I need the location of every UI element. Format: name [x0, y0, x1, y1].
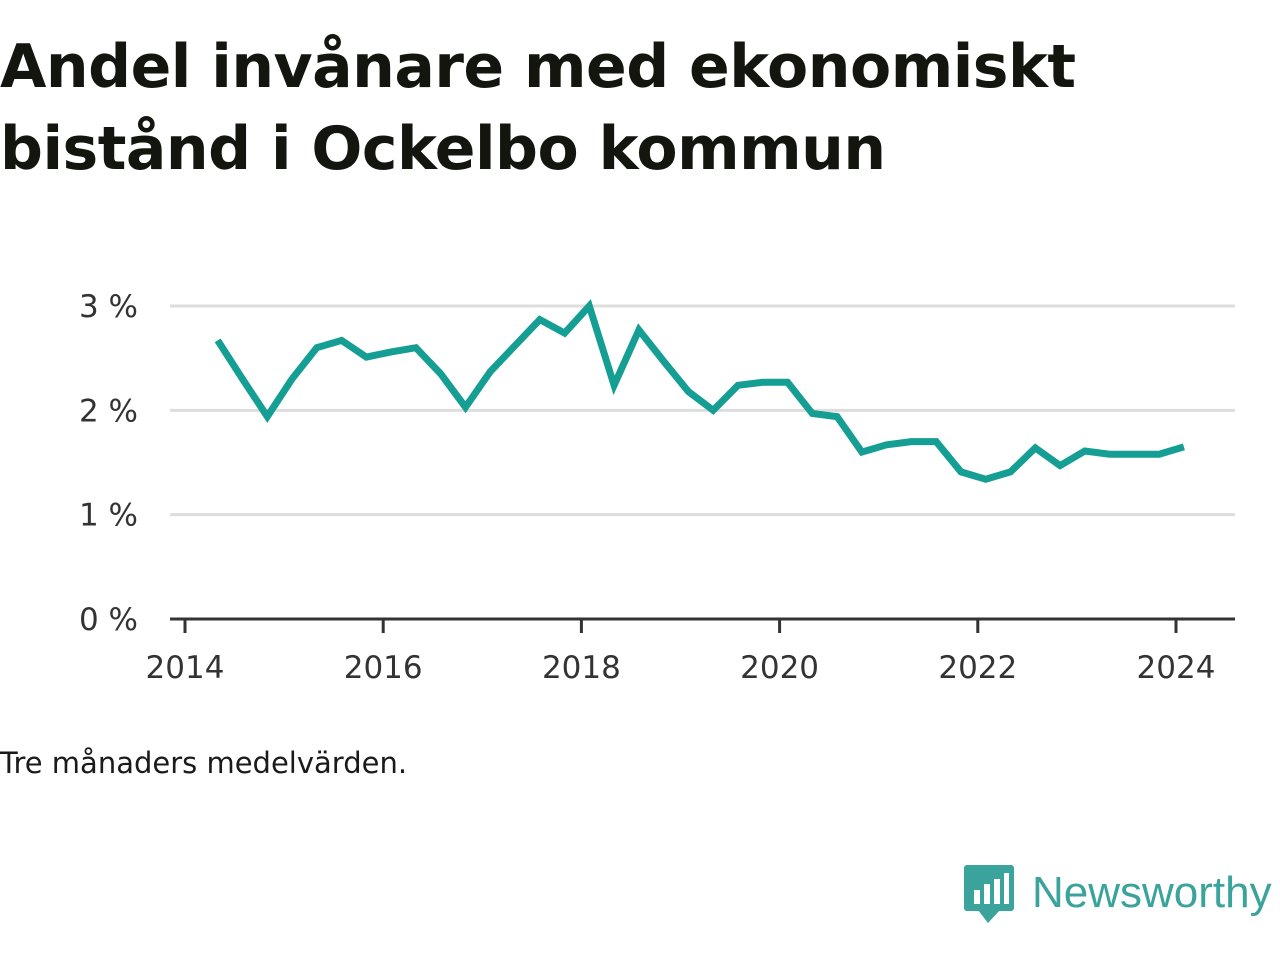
data-point: [366, 357, 367, 358]
data-point: [985, 479, 986, 480]
data-point: [614, 385, 615, 386]
data-point: [316, 347, 317, 348]
bar-chart-speech-bubble-icon: [964, 865, 1014, 923]
data-point: [861, 452, 862, 453]
x-tick-label: 2022: [938, 650, 1017, 686]
data-point: [638, 330, 639, 331]
y-tick-label: 1 %: [79, 498, 138, 534]
data-point: [515, 345, 516, 346]
data-point: [1159, 454, 1160, 455]
gridlines: [170, 304, 1235, 517]
data-point: [1010, 471, 1011, 472]
data-point: [961, 471, 962, 472]
x-tick-label: 2024: [1137, 650, 1216, 686]
y-tick-label: 0 %: [79, 602, 138, 638]
data-point: [564, 333, 565, 334]
data-point: [292, 379, 293, 380]
brand-logo: Newsworthy: [964, 862, 1272, 924]
data-point: [267, 416, 268, 417]
data-point: [217, 340, 218, 341]
data-point: [391, 351, 392, 352]
data-point: [936, 441, 937, 442]
x-tick-label: 2018: [542, 650, 621, 686]
data-point: [713, 410, 714, 411]
data-point: [812, 413, 813, 414]
data-point: [440, 373, 441, 374]
data-point: [415, 347, 416, 348]
y-axis-tick-labels: 0 % 1 % 2 % 3 %: [79, 289, 138, 638]
data-point: [490, 371, 491, 372]
data-point: [787, 382, 788, 383]
data-point: [465, 407, 466, 408]
data-point: [886, 444, 887, 445]
series-line: [214, 299, 1185, 483]
data-point: [911, 441, 912, 442]
y-tick-label: 3 %: [79, 289, 138, 325]
line-chart: 0 % 1 % 2 % 3 % 2014 2016 2018 2020 2022 2024: [79, 289, 1235, 686]
data-point: [1035, 447, 1036, 448]
chart-title: Andel invånare med ekonomiskt bistånd i …: [0, 32, 1076, 184]
data-point: [539, 319, 540, 320]
x-axis-ticks: 2014 2016 2018 2020 2022 2024: [146, 619, 1216, 686]
data-point: [341, 340, 342, 341]
data-point: [589, 306, 590, 307]
data-point: [1134, 454, 1135, 455]
data-point: [688, 391, 689, 392]
data-point: [663, 361, 664, 362]
data-point: [738, 385, 739, 386]
data-point: [1109, 454, 1110, 455]
data-point: [762, 382, 763, 383]
x-tick-label: 2020: [740, 650, 819, 686]
data-point: [242, 379, 243, 380]
data-point: [1183, 446, 1184, 447]
brand-name: Newsworthy: [1032, 868, 1272, 917]
x-tick-label: 2014: [146, 650, 225, 686]
y-tick-label: 2 %: [79, 393, 138, 429]
data-point: [1084, 451, 1085, 452]
data-point: [837, 416, 838, 417]
data-point: [1060, 465, 1061, 466]
footnote: Tre månaders medelvärden.: [0, 746, 408, 780]
x-tick-label: 2016: [344, 650, 423, 686]
